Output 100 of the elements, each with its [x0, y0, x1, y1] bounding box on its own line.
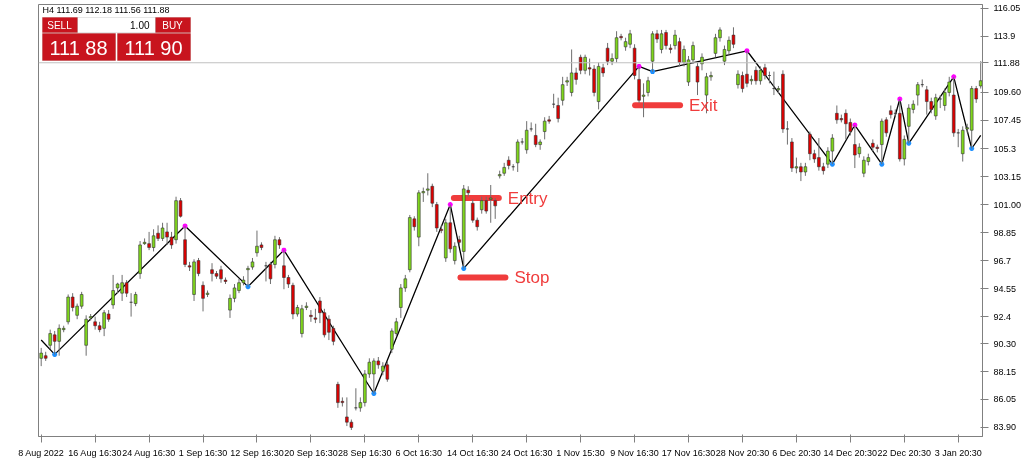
x-tick-label: 9 Nov 16:30 — [610, 447, 659, 458]
x-tick-label: 6 Oct 16:30 — [395, 447, 443, 458]
candlestick — [907, 103, 911, 144]
y-tick-label: 90.30 — [993, 338, 1017, 349]
y-tick-label: 116.05 — [993, 3, 1021, 14]
point — [649, 68, 656, 75]
candlestick — [430, 183, 434, 208]
point — [950, 73, 957, 81]
x-tick-label: 1 Sep 16:30 — [178, 447, 228, 458]
y-tick-label: 83.90 — [993, 422, 1017, 433]
candlestick — [659, 29, 664, 54]
point — [968, 145, 975, 152]
point — [878, 160, 886, 168]
candlestick — [52, 330, 57, 355]
y-tick-label: 96.7 — [993, 255, 1012, 266]
candlestick — [282, 249, 286, 290]
candlestick — [435, 201, 439, 233]
candlestick — [835, 105, 839, 125]
candlestick — [345, 396, 349, 427]
x-tick-label: 16 Aug 16:30 — [68, 447, 122, 458]
x-tick-label: 24 Aug 16:30 — [122, 447, 176, 458]
candlestick — [151, 228, 156, 252]
candlestick — [354, 387, 358, 411]
point — [280, 246, 288, 254]
annotation: 111 88 — [49, 36, 108, 59]
y-tick-label: 105.3 — [993, 143, 1017, 154]
candlestick — [605, 42, 610, 66]
candlestick — [569, 48, 574, 97]
candlestick — [309, 309, 313, 323]
y-tick-label: 86.05 — [993, 394, 1017, 405]
candlestick — [916, 81, 920, 106]
candlestick — [533, 123, 538, 148]
annotation: SELL — [47, 19, 73, 31]
candlestick — [542, 116, 547, 140]
candlestick — [740, 71, 745, 93]
point — [905, 140, 913, 147]
candlestick — [471, 198, 475, 224]
candlestick — [489, 184, 493, 224]
y-tick-label: 92.4 — [993, 311, 1012, 322]
y-tick-label: 98.85 — [993, 227, 1017, 238]
x-tick-label: 12 Sep 16:30 — [230, 447, 284, 458]
candlestick — [556, 97, 560, 123]
candlestick — [853, 124, 857, 169]
x-tick-label: 1 Nov 15:30 — [556, 447, 605, 458]
x-tick-label: 6 Dec 20:30 — [772, 447, 821, 458]
candlestick — [111, 274, 115, 310]
candlestick — [736, 69, 740, 90]
point — [896, 95, 904, 103]
candlestick — [385, 360, 390, 383]
x-tick-label: 28 Nov 20:30 — [715, 447, 770, 458]
candlestick — [830, 133, 835, 165]
y-tick-label: 109.60 — [993, 87, 1022, 98]
candlestick — [862, 155, 866, 178]
x-tick-label: 24 Oct 16:30 — [500, 447, 553, 458]
x-tick-label: 14 Oct 16:30 — [446, 447, 499, 458]
candlestick — [880, 118, 884, 165]
candlestick — [925, 85, 929, 116]
x-tick-label: 14 Dec 20:30 — [823, 447, 878, 458]
candlestick — [961, 125, 965, 163]
candlestick — [628, 29, 632, 49]
x-tick-label: 3 Jan 20:30 — [934, 447, 982, 458]
annotation: Stop — [514, 268, 550, 288]
x-tick-label: 22 Dec 20:30 — [877, 447, 932, 458]
point — [370, 390, 378, 397]
candlestick — [614, 30, 619, 63]
point — [851, 121, 859, 129]
x-tick-label: 28 Sep 16:30 — [338, 447, 392, 458]
y-tick-label: 113.9 — [993, 31, 1016, 42]
annotation: 1.00 — [130, 20, 150, 31]
candlestick — [336, 381, 340, 409]
point — [635, 63, 643, 70]
ref-line-label: 111.88 — [993, 57, 1020, 68]
x-tick-label: 8 Aug 2022 — [18, 447, 64, 458]
x-tick-label: 20 Sep 16:30 — [284, 447, 338, 458]
annotation: BUY — [162, 19, 184, 31]
candlestick — [560, 76, 565, 106]
y-tick-label: 107.45 — [993, 115, 1022, 126]
point — [244, 283, 252, 290]
y-tick-label: 101.00 — [993, 199, 1022, 210]
x-tick-label: 17 Nov 16:30 — [661, 447, 716, 458]
point — [51, 351, 58, 358]
point — [743, 47, 751, 55]
y-tick-label: 103.15 — [993, 171, 1022, 182]
point — [447, 201, 454, 208]
y-tick-label: 88.15 — [993, 366, 1017, 377]
y-tick-label: 94.55 — [993, 283, 1017, 294]
candlestick — [578, 54, 583, 75]
candlestick — [808, 131, 812, 161]
candlestick — [979, 60, 983, 90]
point — [460, 265, 467, 272]
annotation: H4 111.69 112.18 111.56 111.88 — [42, 4, 170, 15]
candlestick — [493, 197, 497, 220]
point — [181, 222, 189, 230]
candlestick — [524, 120, 529, 155]
annotation: 111 90 — [124, 36, 183, 59]
candlestick — [646, 76, 650, 97]
candlestick — [516, 138, 520, 173]
candlestick — [551, 93, 556, 109]
candlestick — [758, 65, 763, 86]
candlestick — [160, 222, 165, 242]
